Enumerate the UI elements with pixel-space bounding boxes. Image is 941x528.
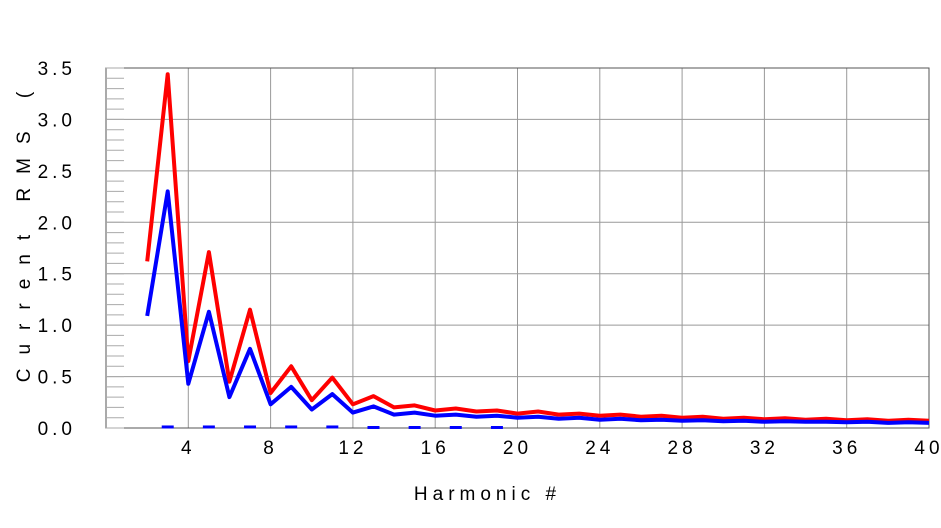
y-tick-label: 1.0 <box>38 316 76 337</box>
y-tick-label: 0.0 <box>38 419 76 440</box>
y-tick-label: 3.5 <box>38 59 76 80</box>
x-tick-label: 40 <box>914 438 941 459</box>
x-tick-label: 16 <box>421 438 450 459</box>
y-axis-label: Current RMS ( <box>14 78 35 382</box>
series <box>145 72 930 429</box>
x-tick-label: 24 <box>585 438 614 459</box>
x-tick-labels: 4 8 12 16 20 24 28 32 36 40 <box>181 438 941 459</box>
x-tick-label: 36 <box>832 438 861 459</box>
y-tick-label: 3.0 <box>38 110 76 131</box>
x-tick-label: 28 <box>668 438 697 459</box>
y-tick-label: 2.0 <box>38 213 76 234</box>
y-tick-label: 2.5 <box>38 162 76 183</box>
y-minor-ticks <box>106 67 124 429</box>
x-tick-label: 8 <box>263 438 278 459</box>
series-line-2 <box>145 189 930 425</box>
series-line-1 <box>145 72 930 423</box>
y-tick-label: 0.5 <box>38 368 76 389</box>
y-tick-label: 1.5 <box>38 265 76 286</box>
plot-frame <box>105 67 930 429</box>
x-axis-label: Harmonic # <box>414 484 561 505</box>
x-tick-label: 12 <box>338 438 367 459</box>
x-tick-label: 32 <box>750 438 779 459</box>
y-tick-labels: 0.0 0.5 1.0 1.5 2.0 2.5 3.0 3.5 <box>38 59 76 440</box>
x-tick-label: 4 <box>181 438 196 459</box>
x-tick-label: 20 <box>503 438 532 459</box>
